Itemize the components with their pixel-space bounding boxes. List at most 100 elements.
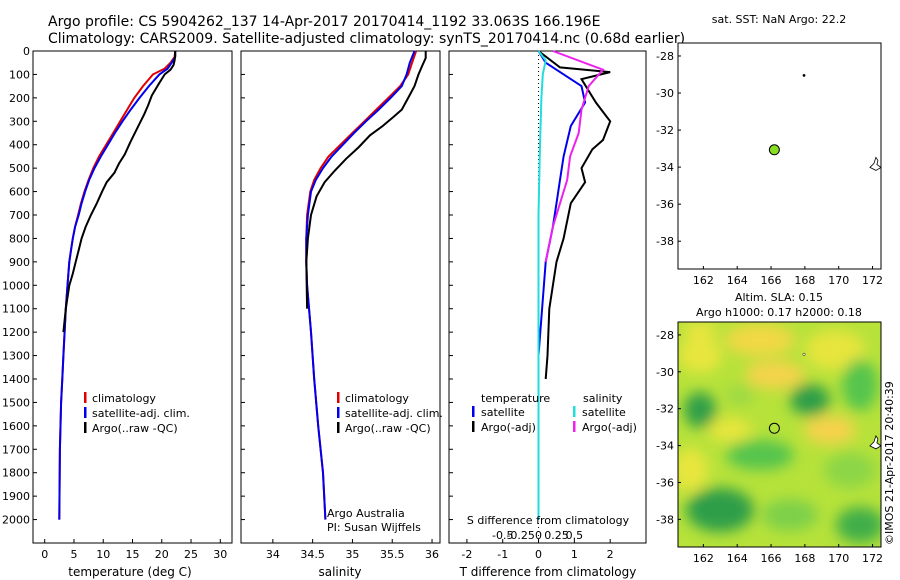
- series-line: [544, 50, 605, 263]
- x-tick-label: 2: [607, 548, 614, 561]
- legend-label-satellite: satellite-adj. clim.: [92, 407, 190, 420]
- y-tick-label: 300: [9, 115, 30, 128]
- map-x-tick-label: 168: [794, 552, 815, 565]
- x-tick-label: 34: [266, 548, 280, 561]
- map-y-tick-label: -32: [656, 124, 674, 137]
- y-tick-label: 1500: [2, 396, 30, 409]
- y-tick-label: 600: [9, 186, 30, 199]
- legend-swatch-s-argo: [573, 421, 576, 432]
- x-tick-label: 1: [571, 548, 578, 561]
- y-tick-label: 1700: [2, 443, 30, 456]
- sdiff-xlabel: S difference from climatology: [467, 514, 630, 527]
- legend-swatch-s-satellite: [573, 406, 576, 417]
- header-line-1: Argo profile: CS 5904262_137 14-Apr-2017…: [48, 14, 600, 30]
- map-y-tick-label: -34: [656, 161, 674, 174]
- coastline: [869, 434, 882, 450]
- map-y-tick-label: -30: [656, 87, 674, 100]
- series-line: [305, 50, 416, 520]
- x-tick-label: 0: [535, 548, 542, 561]
- legend-swatch-argo: [84, 422, 87, 433]
- sla-map-title: Altim. SLA: 0.15: [735, 291, 823, 304]
- y-tick-label: 1300: [2, 350, 30, 363]
- x-tick-label: 0: [41, 548, 48, 561]
- imos-timestamp: ©IMOS 21-Apr-2017 20:40:39: [883, 381, 896, 545]
- y-tick-label: 900: [9, 256, 30, 269]
- legend-swatch-argo: [337, 422, 340, 433]
- x-tick-label: 35.5: [380, 548, 405, 561]
- legend-swatch-satellite: [84, 407, 87, 418]
- legend-label-argo: Argo(..raw -QC): [345, 422, 431, 435]
- map-x-tick-label: 172: [862, 274, 883, 287]
- map-x-tick-label: 166: [761, 274, 782, 287]
- x-tick-label: 25: [184, 548, 198, 561]
- x-tick-label: 20: [155, 548, 169, 561]
- map-y-tick-label: -28: [656, 329, 674, 342]
- map-x-tick-label: 162: [693, 552, 714, 565]
- x-tick-label: 35: [345, 548, 359, 561]
- y-tick-label: 1100: [2, 303, 30, 316]
- series-line: [305, 51, 427, 309]
- legend-label-climatology: climatology: [92, 392, 156, 405]
- x-tick-label: 30: [213, 548, 227, 561]
- header-line-2: Climatology: CARS2009. Satellite-adjuste…: [48, 31, 685, 47]
- legend-swatch-climatology: [337, 392, 340, 403]
- salinity-panel: [240, 50, 441, 544]
- y-tick-label: 500: [9, 162, 30, 175]
- x2-tick-label: 0.25: [544, 529, 569, 542]
- sla-heatmap: [677, 321, 882, 548]
- sla-map-panel: [677, 321, 882, 548]
- map-y-tick-label: -36: [656, 198, 674, 211]
- map-y-tick-label: -30: [656, 366, 674, 379]
- series-line: [537, 50, 547, 520]
- x2-tick-label: 0.5: [566, 529, 584, 542]
- series-line: [537, 50, 612, 380]
- y-tick-label: 1000: [2, 279, 30, 292]
- temperature-legend: climatology satellite-adj. clim. Argo(..…: [84, 392, 190, 435]
- map-y-tick-label: -38: [656, 235, 674, 248]
- map-x-tick-label: 166: [761, 552, 782, 565]
- y-tick-label: 1200: [2, 326, 30, 339]
- y-tick-label: 0: [23, 45, 30, 58]
- map-x-tick-label: 168: [794, 274, 815, 287]
- x-tick-label: 5: [70, 548, 77, 561]
- y-tick-label: 200: [9, 92, 30, 105]
- island-marker: [802, 73, 806, 77]
- legend-title-salinity: salinity: [583, 392, 623, 405]
- coastline: [869, 156, 882, 171]
- legend-label-satellite: satellite-adj. clim.: [345, 407, 443, 420]
- annotation-institution: Argo Australia: [327, 507, 405, 520]
- annotation-pi: PI: Susan Wijffels: [327, 521, 421, 534]
- x-tick-label: -1: [497, 548, 508, 561]
- x-tick-label: 10: [96, 548, 110, 561]
- y-tick-label: 1600: [2, 420, 30, 433]
- legend-title-temperature: temperature: [481, 392, 550, 405]
- map-x-tick-label: 170: [828, 552, 849, 565]
- float-location-marker: [768, 422, 780, 434]
- map-x-tick-label: 164: [727, 552, 748, 565]
- plot-content: 0100200300400500600700800900100011001200…: [2, 45, 883, 565]
- legend-swatch-satellite: [337, 407, 340, 418]
- tdiff-xlabel: T difference from climatology: [459, 565, 637, 579]
- salinity-xlabel: salinity: [318, 565, 361, 579]
- y-tick-label: 2000: [2, 514, 30, 527]
- temperature-panel: [32, 50, 233, 544]
- y-tick-label: 1900: [2, 490, 30, 503]
- y-tick-label: 100: [9, 68, 30, 81]
- difference-panel: [448, 50, 647, 544]
- island-marker: [802, 352, 806, 356]
- x2-tick-label: -0.5: [492, 529, 513, 542]
- temperature-xlabel: temperature (deg C): [68, 565, 191, 579]
- legend-label-t-satellite: satellite: [481, 406, 525, 419]
- map-y-tick-label: -36: [656, 476, 674, 489]
- x2-tick-label: 0: [535, 529, 542, 542]
- y-tick-label: 1400: [2, 373, 30, 386]
- map-x-tick-label: 164: [727, 274, 748, 287]
- difference-legend: temperature salinity satellite Argo(-adj…: [472, 392, 637, 434]
- legend-swatch-t-argo: [472, 421, 475, 432]
- x-tick-label: -2: [461, 548, 472, 561]
- map-y-tick-label: -28: [656, 50, 674, 63]
- map-x-tick-label: 172: [862, 552, 883, 565]
- y-tick-label: 400: [9, 139, 30, 152]
- x-tick-label: 15: [126, 548, 140, 561]
